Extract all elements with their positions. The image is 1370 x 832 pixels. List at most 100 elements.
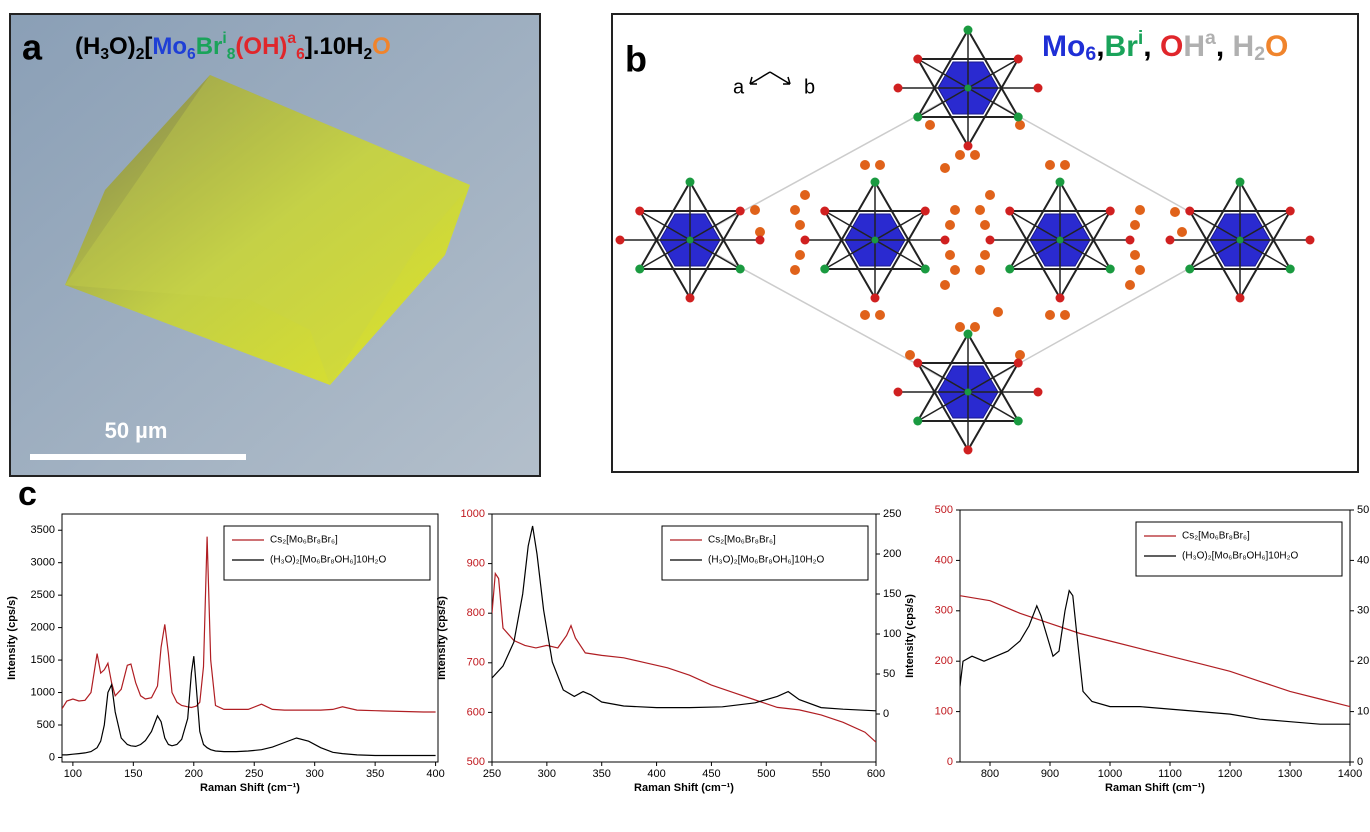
atom [964, 388, 972, 396]
water [1045, 310, 1055, 320]
atom [755, 235, 765, 245]
legend-label: (H₃O)₂[Mo₆Br₈OH₆]10H₂O [708, 555, 825, 566]
atom [635, 264, 645, 274]
water [985, 190, 995, 200]
legend-label: (H₃O)₂[Mo₆Br₈OH₆]10H₂O [270, 555, 387, 566]
formula-part: Br [196, 33, 223, 60]
y2-tick-label: 100 [883, 628, 901, 640]
water [750, 205, 760, 215]
legend-label: Cs₂[Mo₆Br₈Br₆] [1182, 531, 1250, 542]
bond [1009, 210, 1061, 241]
water [1177, 227, 1187, 237]
x-tick-label: 300 [306, 768, 324, 780]
bond [917, 87, 969, 118]
bond [824, 239, 876, 270]
formula-part: ].10H [305, 33, 364, 60]
atom [963, 445, 973, 455]
water [800, 190, 810, 200]
atom [963, 329, 973, 339]
y-tick-label: 500 [467, 756, 485, 768]
water [1135, 265, 1145, 275]
x-tick-label: 800 [981, 768, 999, 780]
y-tick-label: 0 [49, 751, 55, 763]
atom [893, 83, 903, 93]
formula-part: H [1183, 30, 1205, 63]
atom [685, 293, 695, 303]
formula-part: 2 [363, 46, 372, 63]
bond [689, 210, 741, 241]
atom [1013, 416, 1023, 426]
formula-part: O [1265, 30, 1288, 63]
bond [917, 58, 969, 89]
water [940, 280, 950, 290]
y-tick-label: 3500 [31, 524, 55, 536]
plot-frame [959, 509, 1351, 763]
formula-part: (H [75, 33, 100, 60]
water [1045, 160, 1055, 170]
water [1170, 207, 1180, 217]
formula-part: i [222, 30, 226, 47]
bond [1189, 210, 1241, 241]
legend: Mo6,Bri, OHa, H2O [1042, 27, 1288, 65]
atom [800, 235, 810, 245]
atom [1056, 236, 1064, 244]
bond [639, 210, 691, 241]
bond [1239, 210, 1291, 241]
legend-label: Cs₂[Mo₆Br₈Br₆] [270, 535, 338, 546]
water [980, 250, 990, 260]
x-tick-label: 400 [647, 768, 665, 780]
cluster [1165, 177, 1315, 303]
atom [870, 177, 880, 187]
y2-tick-label: 40 [1357, 554, 1369, 566]
water [875, 310, 885, 320]
series-line [62, 656, 436, 757]
atom [1305, 235, 1315, 245]
atom [820, 206, 830, 216]
water [945, 250, 955, 260]
bond [1059, 210, 1111, 241]
atom [686, 236, 694, 244]
cluster [893, 25, 1043, 151]
crystal-face [65, 75, 470, 385]
atom [1235, 177, 1245, 187]
atom [1005, 264, 1015, 274]
panel-label: b [625, 39, 647, 80]
bond [1059, 239, 1111, 270]
water [970, 322, 980, 332]
plot-frame [61, 513, 439, 763]
y-axis-label: Intensity (cps/s) [904, 594, 916, 678]
cluster [893, 329, 1043, 455]
bond [689, 239, 741, 270]
y2-tick-label: 150 [883, 588, 901, 600]
formula-part: 2 [136, 46, 145, 63]
water [860, 160, 870, 170]
y2-tick-label: 10 [1357, 706, 1369, 718]
y-tick-label: 1500 [31, 654, 55, 666]
y-tick-label: 2500 [31, 589, 55, 601]
axis-label: a [733, 76, 745, 98]
atom [913, 112, 923, 122]
bond [874, 239, 926, 270]
bond [824, 210, 876, 241]
atom [1165, 235, 1175, 245]
x-axis-label: Raman Shift (cm⁻¹) [1105, 782, 1205, 794]
water [955, 322, 965, 332]
x-axis-label: Raman Shift (cm⁻¹) [634, 782, 734, 794]
water [1015, 120, 1025, 130]
panel-a: 50 µm a (H3O)2[Mo6Bri8(OH)a6].10H2O [9, 13, 541, 477]
bond [917, 362, 969, 393]
x-tick-label: 500 [757, 768, 775, 780]
scale-bar [30, 454, 246, 460]
atom [1005, 206, 1015, 216]
atom [920, 264, 930, 274]
bond [1189, 239, 1241, 270]
x-tick-label: 550 [812, 768, 830, 780]
series-line [960, 595, 1350, 708]
atom [1013, 358, 1023, 368]
formula-part: 3 [100, 46, 109, 63]
chart: 100 150 200 250 300 350 400 0 500 1000 1500 2000 250… [6, 513, 445, 794]
water [925, 120, 935, 130]
formula-part: H [1233, 30, 1255, 63]
y-tick-label: 500 [935, 504, 953, 516]
y-axis-label: Intensity (cps/s) [6, 596, 18, 680]
